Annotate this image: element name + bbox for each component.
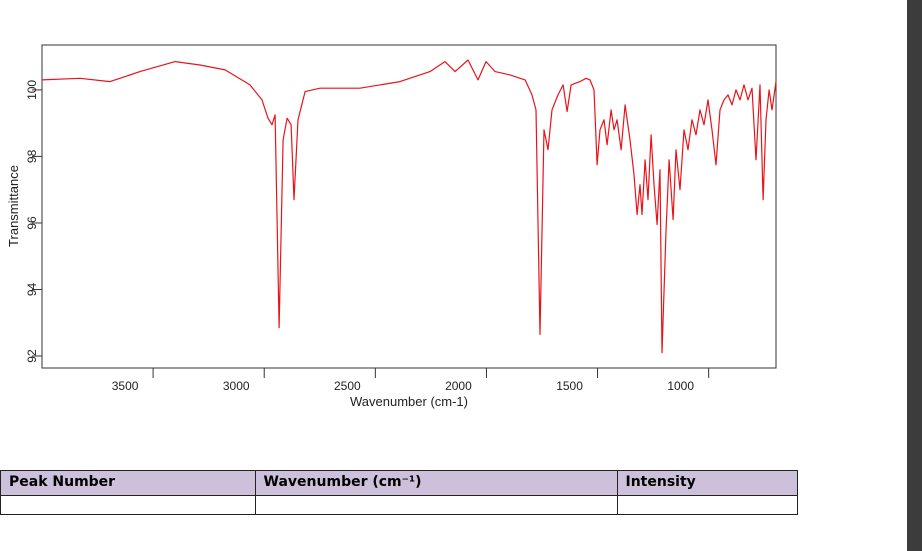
header-cell: Wavenumber (cm⁻¹) bbox=[254, 470, 618, 496]
header-cell: Intensity bbox=[616, 470, 798, 496]
y-tick-label: 100 bbox=[25, 80, 39, 100]
x-tick-label: 1500 bbox=[556, 379, 583, 393]
x-tick-label: 1000 bbox=[667, 379, 694, 393]
plot-frame bbox=[41, 44, 777, 369]
spectrum-line bbox=[41, 59, 777, 354]
header-cell: Peak Number bbox=[0, 470, 256, 496]
x-tick-label: 3000 bbox=[223, 379, 250, 393]
y-tick-label: 96 bbox=[25, 216, 39, 230]
y-tick-label: 98 bbox=[25, 149, 39, 163]
scrollbar[interactable] bbox=[907, 0, 922, 551]
x-axis-label: Wavenumber (cm-1) bbox=[350, 394, 468, 409]
y-axis-label: Transmittance bbox=[6, 165, 21, 247]
cell bbox=[616, 495, 798, 515]
chart: Wavenumber (cm-1) Transmittance 3500 3000… bbox=[6, 44, 777, 409]
cell bbox=[254, 495, 618, 515]
cell bbox=[0, 495, 256, 515]
peak-table: Peak Number Wavenumber (cm⁻¹) Intensity bbox=[0, 470, 798, 515]
x-tick-label: 3500 bbox=[112, 379, 139, 393]
x-tick-label: 2500 bbox=[334, 379, 361, 393]
y-tick-label: 92 bbox=[25, 349, 39, 363]
x-tick-label: 2000 bbox=[445, 379, 472, 393]
y-tick-label: 94 bbox=[25, 283, 39, 297]
